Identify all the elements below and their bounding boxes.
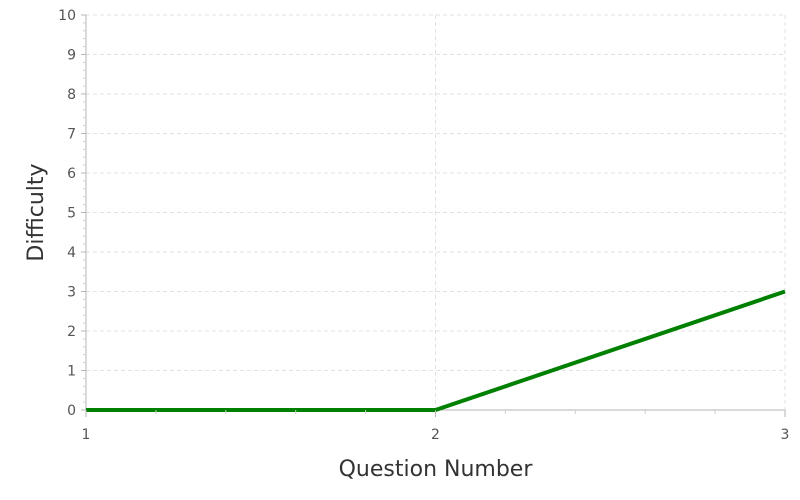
y-axis-title: Difficulty <box>24 163 49 261</box>
y-tick-label: 2 <box>67 324 76 340</box>
y-tick-label: 0 <box>67 403 76 419</box>
y-tick-label: 6 <box>67 166 76 182</box>
y-tick-label: 5 <box>67 206 76 222</box>
grid <box>86 14 786 410</box>
y-tick-label: 10 <box>58 8 76 24</box>
x-axis-title: Question Number <box>339 457 534 482</box>
y-tick-label: 7 <box>67 127 76 143</box>
y-tick-label: 3 <box>67 285 76 301</box>
x-tick-label: 3 <box>781 427 790 443</box>
y-tick-label: 8 <box>67 87 76 103</box>
y-tick-label: 4 <box>67 245 76 261</box>
y-tick-label: 9 <box>67 48 76 64</box>
x-tick-label: 2 <box>431 427 440 443</box>
x-tick-label: 1 <box>82 427 91 443</box>
y-tick-label: 1 <box>67 364 76 380</box>
